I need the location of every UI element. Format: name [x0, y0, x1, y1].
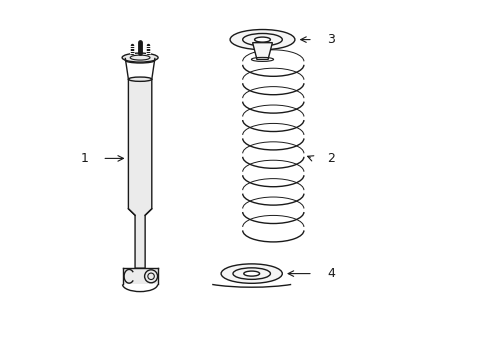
- Ellipse shape: [244, 271, 259, 276]
- Ellipse shape: [221, 264, 282, 283]
- Ellipse shape: [254, 37, 270, 42]
- Polygon shape: [252, 42, 272, 59]
- Ellipse shape: [122, 53, 158, 62]
- Circle shape: [144, 270, 157, 283]
- Ellipse shape: [230, 30, 294, 50]
- Text: 2: 2: [326, 152, 334, 165]
- Text: 1: 1: [80, 152, 88, 165]
- FancyBboxPatch shape: [122, 268, 157, 284]
- Text: 3: 3: [326, 33, 334, 46]
- Polygon shape: [128, 79, 151, 268]
- Text: 4: 4: [326, 267, 334, 280]
- Ellipse shape: [128, 77, 151, 81]
